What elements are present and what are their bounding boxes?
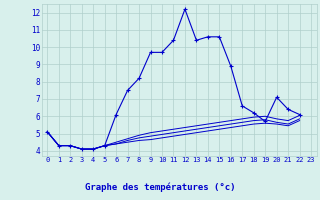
- Text: Graphe des températures (°c): Graphe des températures (°c): [85, 182, 235, 192]
